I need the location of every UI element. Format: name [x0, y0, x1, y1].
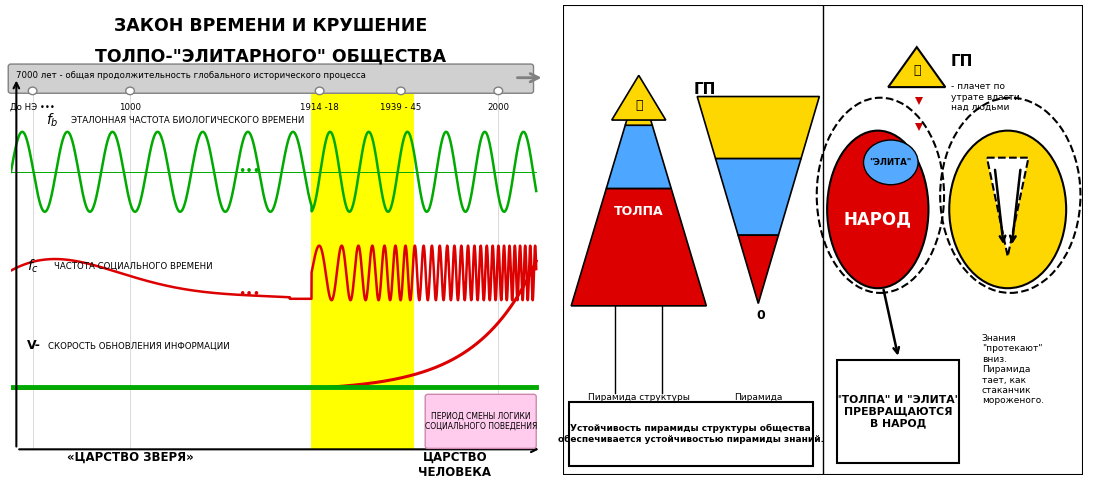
- Polygon shape: [888, 47, 945, 87]
- Text: Пирамида
знаний: Пирамида знаний: [734, 393, 782, 412]
- Text: ЧАСТОТА СОЦИАЛЬНОГО ВРЕМЕНИ: ЧАСТОТА СОЦИАЛЬНОГО ВРЕМЕНИ: [55, 262, 213, 270]
- Text: 7000 лет - общая продолжительность глобального исторического процесса: 7000 лет - общая продолжительность глоба…: [16, 71, 366, 80]
- Text: НАРОД: НАРОД: [843, 210, 911, 228]
- Text: V-: V-: [27, 339, 42, 352]
- Circle shape: [28, 87, 37, 95]
- Text: До НЭ •••: До НЭ •••: [10, 103, 55, 112]
- Text: 1914 -18: 1914 -18: [300, 103, 339, 112]
- Text: ЗАКОН ВРЕМЕНИ И КРУШЕНИЕ: ЗАКОН ВРЕМЕНИ И КРУШЕНИЕ: [114, 16, 428, 35]
- Text: Пирамида структуры
толпо-"элитарного"
общества: Пирамида структуры толпо-"элитарного" об…: [587, 393, 689, 423]
- Text: ЭТАЛОННАЯ ЧАСТОТА БИОЛОГИЧЕСКОГО ВРЕМЕНИ: ЭТАЛОННАЯ ЧАСТОТА БИОЛОГИЧЕСКОГО ВРЕМЕНИ: [70, 116, 304, 124]
- Polygon shape: [697, 96, 819, 158]
- Text: •••: •••: [238, 288, 260, 300]
- Text: ГП: ГП: [951, 54, 973, 69]
- Text: •••: •••: [238, 165, 260, 178]
- Circle shape: [494, 87, 502, 95]
- Text: ТОЛПО-"ЭЛИТАРНОГО" ОБЩЕСТВА: ТОЛПО-"ЭЛИТАРНОГО" ОБЩЕСТВА: [95, 47, 446, 65]
- Text: 0: 0: [757, 309, 765, 322]
- Text: Устойчивость пирамиды структуры общества
обеспечивается устойчивостью пирамиды з: Устойчивость пирамиды структуры общества…: [558, 424, 824, 444]
- Ellipse shape: [950, 131, 1067, 288]
- Ellipse shape: [863, 140, 918, 185]
- Ellipse shape: [827, 131, 929, 288]
- Text: 1939 - 45: 1939 - 45: [380, 103, 421, 112]
- FancyBboxPatch shape: [426, 394, 536, 448]
- Text: "ЭЛИТА": "ЭЛИТА": [870, 158, 912, 167]
- Text: - плачет по
утрате власти
над людьми: - плачет по утрате власти над людьми: [951, 83, 1020, 112]
- Bar: [312, 94, 415, 449]
- Bar: [837, 360, 959, 464]
- Polygon shape: [606, 125, 672, 189]
- Polygon shape: [738, 235, 779, 303]
- Circle shape: [396, 87, 405, 95]
- FancyBboxPatch shape: [9, 64, 534, 93]
- Text: СКОРОСТЬ ОБНОВЛЕНИЯ ИНФОРМАЦИИ: СКОРОСТЬ ОБНОВЛЕНИЯ ИНФОРМАЦИИ: [48, 341, 230, 350]
- Text: 2000: 2000: [487, 103, 510, 112]
- Circle shape: [315, 87, 324, 95]
- Text: «ЦАРСТВО ЗВЕРЯ»: «ЦАРСТВО ЗВЕРЯ»: [67, 451, 194, 464]
- Text: "ТОЛПА" И "ЭЛИТА"
ПРЕВРАЩАЮТСЯ
В НАРОД: "ТОЛПА" И "ЭЛИТА" ПРЕВРАЩАЮТСЯ В НАРОД: [837, 395, 961, 428]
- Text: Знания
"протекают"
вниз.
Пирамида
тает, как
стаканчик
мороженого.: Знания "протекают" вниз. Пирамида тает, …: [981, 334, 1044, 406]
- Text: 👁: 👁: [635, 99, 642, 112]
- Text: $f_b$: $f_b$: [46, 111, 59, 129]
- Polygon shape: [987, 157, 1028, 256]
- Text: $f_c$: $f_c$: [27, 257, 39, 275]
- Text: ЦАРСТВО
ЧЕЛОВЕКА: ЦАРСТВО ЧЕЛОВЕКА: [419, 451, 491, 479]
- Polygon shape: [626, 80, 652, 125]
- Polygon shape: [612, 75, 666, 120]
- Text: 1000: 1000: [119, 103, 141, 112]
- Bar: [569, 402, 813, 466]
- Text: ПЕРИОД СМЕНЫ ЛОГИКИ
СОЦИАЛЬНОГО ПОВЕДЕНИЯ: ПЕРИОД СМЕНЫ ЛОГИКИ СОЦИАЛЬНОГО ПОВЕДЕНИ…: [424, 411, 537, 431]
- Circle shape: [126, 87, 135, 95]
- Text: ГП: ГП: [694, 82, 715, 97]
- Text: 👁: 👁: [913, 64, 920, 77]
- Text: ТОЛПА: ТОЛПА: [614, 205, 664, 218]
- Polygon shape: [715, 158, 801, 235]
- Polygon shape: [571, 189, 707, 306]
